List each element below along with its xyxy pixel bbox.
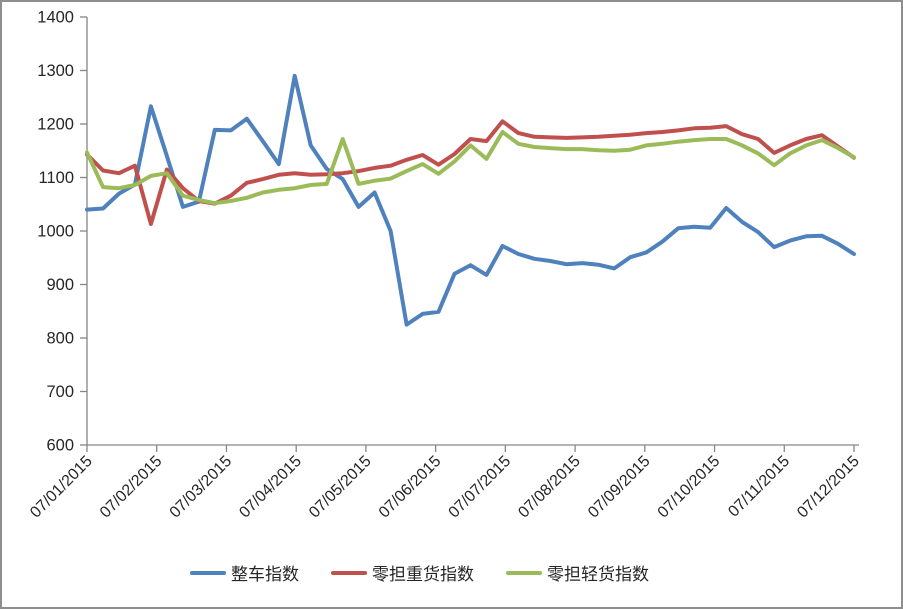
x-tick-label: 07/11/2015: [725, 453, 793, 521]
x-tick-label: 07/09/2015: [585, 453, 654, 522]
x-tick-label: 07/04/2015: [236, 453, 305, 522]
x-tick-label: 07/02/2015: [97, 453, 166, 522]
y-tick-label: 600: [46, 437, 74, 455]
y-tick-label: 1200: [37, 116, 74, 134]
x-tick-label: 07/03/2015: [167, 453, 236, 522]
y-tick-label: 1100: [39, 169, 74, 187]
y-tick-label: 700: [46, 383, 74, 401]
legend-label: 零担重货指数: [372, 565, 474, 584]
legend-line-sample-blue: [190, 570, 226, 575]
y-tick-label: 800: [46, 330, 74, 348]
legend-item-ltl-light-index: 零担轻货指数: [506, 560, 649, 585]
legend-label: 整车指数: [231, 565, 299, 584]
series-line-2: [85, 130, 856, 206]
x-tick-label: 07/08/2015: [515, 453, 584, 522]
x-tick-label: 07/01/2015: [27, 453, 96, 522]
y-tick-label: 1000: [37, 223, 74, 241]
legend-label: 零担轻货指数: [547, 565, 649, 584]
y-tick-label: 1300: [37, 62, 74, 80]
x-tick-label: 07/12/2015: [794, 453, 863, 522]
series-line-0: [85, 73, 856, 327]
y-tick-label: 900: [46, 276, 74, 294]
y-tick-label: 1400: [37, 9, 74, 27]
x-tick-label: 07/07/2015: [446, 453, 515, 522]
legend-item-full-truck-index: 整车指数: [190, 560, 299, 585]
legend-line-sample-green: [506, 570, 542, 575]
chart-legend: 整车指数 零担重货指数 零担轻货指数: [2, 560, 869, 585]
legend-line-sample-red: [331, 570, 367, 575]
x-tick-label: 07/06/2015: [376, 453, 445, 522]
legend-item-ltl-heavy-index: 零担重货指数: [331, 560, 474, 585]
series-line-1: [85, 119, 856, 226]
x-tick-label: 07/05/2015: [306, 453, 375, 522]
x-tick-label: 07/10/2015: [655, 453, 724, 522]
